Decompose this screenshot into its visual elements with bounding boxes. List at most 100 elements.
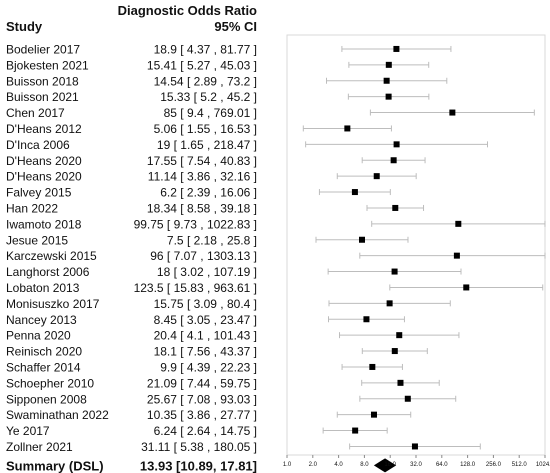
study-name: D'Heans 2020 <box>6 170 82 184</box>
study-name: Sipponen 2008 <box>6 392 87 406</box>
point-estimate <box>455 220 462 227</box>
point-estimate <box>373 173 380 180</box>
study-name: Falvey 2015 <box>6 186 72 200</box>
point-estimate <box>404 395 411 402</box>
study-rows: Bodelier 2017 18.9 [ 4.37 , 81.77 ] Bjokes… <box>6 42 257 473</box>
study-name: Schaffer 2014 <box>6 360 81 374</box>
study-ci-label: 123.5 [ 15.83 , 963.61 ] <box>134 281 257 295</box>
study-name: D'Heans 2020 <box>6 154 82 168</box>
plot-frame <box>286 34 546 456</box>
study-name: Penna 2020 <box>6 329 71 343</box>
study-name: Buisson 2018 <box>6 74 79 88</box>
study-ci-label: 15.41 [ 5.27 , 45.03 ] <box>147 58 257 72</box>
summary-diamond <box>373 458 397 473</box>
x-tick-label: 32.0 <box>410 462 422 468</box>
study-ci-label: 11.14 [ 3.86 , 32.16 ] <box>148 170 257 184</box>
header-study: Study <box>6 19 43 34</box>
point-estimate <box>393 141 400 148</box>
study-name: Swaminathan 2022 <box>6 408 109 422</box>
point-estimate <box>344 125 351 132</box>
x-tick-label: 4.0 <box>334 462 343 468</box>
point-estimate <box>383 77 390 84</box>
point-estimate <box>391 268 398 275</box>
x-tick-label: 1.0 <box>283 462 292 468</box>
summary-name: Summary (DSL) <box>6 458 104 473</box>
study-ci-label: 25.67 [ 7.08 , 93.03 ] <box>147 392 257 406</box>
study-ci-label: 5.06 [ 1.55 , 16.53 ] <box>154 122 257 136</box>
point-estimate <box>463 284 470 291</box>
study-ci-label: 18.9 [ 4.37 , 81.77 ] <box>154 42 257 56</box>
x-tick-label: 256.0 <box>486 462 502 468</box>
x-tick-label: 2.0 <box>309 462 318 468</box>
point-estimate <box>391 348 398 355</box>
study-name: Nancey 2013 <box>6 313 77 327</box>
point-estimate <box>369 363 376 370</box>
x-tick-label: 512.0 <box>512 462 528 468</box>
study-ci-label: 9.9 [ 4.39 , 22.23 ] <box>160 360 257 374</box>
study-ci-label: 6.2 [ 2.39 , 16.06 ] <box>160 186 257 200</box>
study-ci-label: 15.75 [ 3.09 , 80.4 ] <box>154 297 257 311</box>
study-ci-label: 8.45 [ 3.05 , 23.47 ] <box>154 313 257 327</box>
study-name: Langhorst 2006 <box>6 265 90 279</box>
point-estimate <box>385 93 392 100</box>
study-ci-label: 99.75 [ 9.73 , 1022.83 ] <box>134 217 257 231</box>
chart-marks <box>302 45 546 473</box>
study-name: D'Heans 2012 <box>6 122 82 136</box>
study-ci-label: 18 [ 3.02 , 107.19 ] <box>157 265 257 279</box>
point-estimate <box>390 157 397 164</box>
point-estimate <box>453 252 460 259</box>
x-axis: 1.0 2.0 4.0 8.0 16.0 32.0 64.0 128.0 256.0 512.0 1… <box>283 455 550 468</box>
study-ci-label: 18.34 [ 8.58 , 39.18 ] <box>147 201 257 215</box>
x-tick-label: 1024.0 <box>536 462 550 468</box>
point-estimate <box>370 411 377 418</box>
study-name: Bjokesten 2021 <box>6 58 89 72</box>
point-estimate <box>352 427 359 434</box>
point-estimate <box>385 61 392 68</box>
study-ci-label: 18.1 [ 7.56 , 43.37 ] <box>154 345 257 359</box>
header-metric: Diagnostic Odds Ratio <box>118 3 257 18</box>
study-name: Buisson 2021 <box>6 90 79 104</box>
study-name: Schoepher 2010 <box>6 376 94 390</box>
study-ci-label: 6.24 [ 2.64 , 14.75 ] <box>154 424 257 438</box>
study-name: D'Inca 2006 <box>6 138 70 152</box>
point-estimate <box>397 379 404 386</box>
study-ci-label: 14.54 [ 2.89 , 73.2 ] <box>154 74 257 88</box>
study-ci-label: 17.55 [ 7.54 , 40.83 ] <box>147 154 257 168</box>
study-ci-label: 10.35 [ 3.86 , 27.77 ] <box>147 408 257 422</box>
study-name: Lobaton 2013 <box>6 281 80 295</box>
study-ci-label: 19 [ 1.65 , 218.47 ] <box>157 138 257 152</box>
study-name: Zollner 2021 <box>6 440 73 454</box>
x-tick-label: 8.0 <box>360 462 369 468</box>
study-name: Reinisch 2020 <box>6 345 82 359</box>
point-estimate <box>396 332 403 339</box>
x-tick-label: 16.0 <box>384 462 396 468</box>
study-ci-label: 7.5 [ 2.18 , 25.8 ] <box>167 233 257 247</box>
study-name: Jesue 2015 <box>6 233 68 247</box>
study-ci-label: 96 [ 7.07 , 1303.13 ] <box>150 249 257 263</box>
study-ci-label: 21.09 [ 7.44 , 59.75 ] <box>147 376 257 390</box>
point-estimate <box>449 109 456 116</box>
study-name: Iwamoto 2018 <box>6 217 82 231</box>
summary-ci-label: 13.93 [10.89, 17.81] <box>140 458 257 473</box>
study-name: Bodelier 2017 <box>6 42 80 56</box>
header-ci: 95% CI <box>214 19 257 34</box>
study-ci-label: 31.11 [ 5.38 , 180.05 ] <box>141 440 257 454</box>
point-estimate <box>386 300 393 307</box>
point-estimate <box>363 316 370 323</box>
point-estimate <box>392 204 399 211</box>
point-estimate <box>393 45 400 52</box>
study-ci-label: 20.4 [ 4.1 , 101.43 ] <box>154 329 257 343</box>
x-tick-label: 128.0 <box>460 462 476 468</box>
point-estimate <box>411 443 418 450</box>
point-estimate <box>351 189 358 196</box>
x-tick-label: 64.0 <box>436 462 448 468</box>
study-name: Chen 2017 <box>6 106 65 120</box>
study-name: Karczewski 2015 <box>6 249 97 263</box>
point-estimate <box>358 236 365 243</box>
study-name: Han 2022 <box>6 201 58 215</box>
study-ci-label: 15.33 [ 5.2 , 45.2 ] <box>160 90 257 104</box>
study-ci-label: 85 [ 9.4 , 769.01 ] <box>164 106 257 120</box>
study-name: Ye 2017 <box>6 424 50 438</box>
study-name: Monisuszko 2017 <box>6 297 100 311</box>
